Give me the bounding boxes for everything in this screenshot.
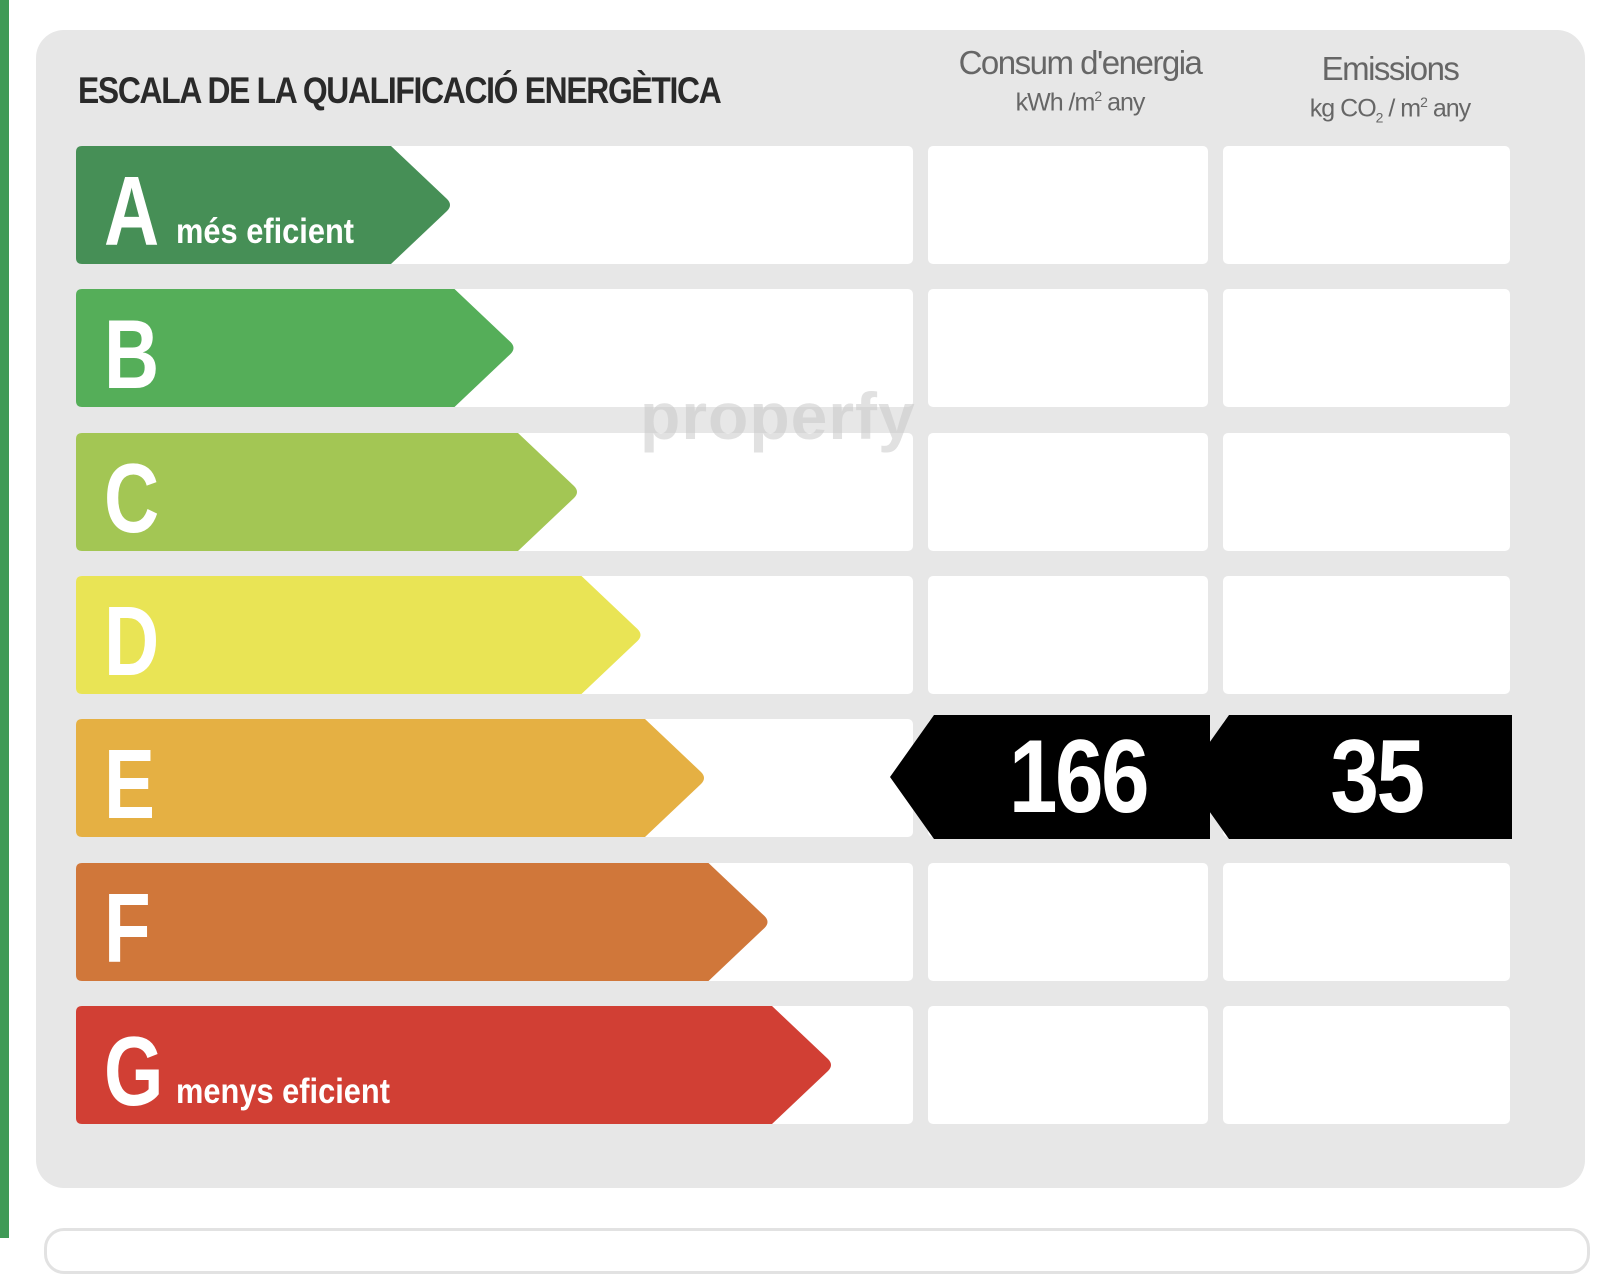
rating-letter-c: C xyxy=(104,443,159,553)
rating-arrow-e xyxy=(76,719,704,837)
emissions-cell-d xyxy=(1223,576,1510,694)
energy-cell-d xyxy=(928,576,1208,694)
rating-bar-f xyxy=(76,863,768,981)
rating-bar-b xyxy=(76,289,514,407)
energy-consumption-indicator-arrow xyxy=(890,715,1210,839)
rating-label-g: menys eficient xyxy=(176,1072,390,1111)
rating-arrow-d xyxy=(76,576,641,694)
rating-letter-f: F xyxy=(104,873,151,983)
energy-column-label: Consum d'energia xyxy=(958,44,1203,81)
rating-letter-g: G xyxy=(104,1016,163,1126)
rating-arrow-g xyxy=(76,1006,831,1124)
left-accent-bar xyxy=(0,0,9,1238)
emissions-cell-b xyxy=(1223,289,1510,407)
rating-letter-b: B xyxy=(104,299,159,409)
energy-cell-g xyxy=(928,1006,1208,1124)
rating-arrow-f xyxy=(76,863,768,981)
rating-letter-d: D xyxy=(104,586,159,696)
rating-label-a: més eficient xyxy=(176,212,355,251)
rating-arrow-a xyxy=(76,146,450,264)
emissions-column-unit: kg CO2 / m2 any xyxy=(1309,94,1471,126)
rating-arrow-c xyxy=(76,433,577,551)
energy-cell-f xyxy=(928,863,1208,981)
rating-bar-a xyxy=(76,146,450,264)
chart-title: ESCALA DE LA QUALIFICACIÓ ENERGÈTICA xyxy=(78,70,722,111)
energy-consumption-value: 166 xyxy=(1008,719,1150,835)
emissions-cell-c xyxy=(1223,433,1510,551)
emissions-indicator-arrow xyxy=(1185,715,1512,839)
emissions-column-header: Emissions kg CO2 / m2 any xyxy=(1240,50,1540,125)
energy-cell-c xyxy=(928,433,1208,551)
emissions-indicator xyxy=(1185,715,1512,839)
emissions-cell-f xyxy=(1223,863,1510,981)
emissions-cell-g xyxy=(1223,1006,1510,1124)
next-panel-edge xyxy=(44,1228,1590,1274)
emissions-column-label: Emissions xyxy=(1321,50,1460,87)
energy-column-unit: kWh /m2 any xyxy=(1015,88,1146,117)
emissions-cell-a xyxy=(1223,146,1510,264)
rating-letter-e: E xyxy=(104,729,155,839)
watermark: properfy xyxy=(640,379,916,453)
rating-bar-e xyxy=(76,719,704,837)
rating-arrow-b xyxy=(76,289,514,407)
emissions-value: 35 xyxy=(1330,719,1425,835)
energy-consumption-indicator xyxy=(890,715,1210,839)
rating-letter-a: A xyxy=(104,156,159,266)
rating-bar-d xyxy=(76,576,641,694)
energy-cell-b xyxy=(928,289,1208,407)
rating-bar-c xyxy=(76,433,577,551)
rating-bar-g xyxy=(76,1006,831,1124)
energy-column-header: Consum d'energia kWh /m2 any xyxy=(940,44,1220,117)
energy-cell-a xyxy=(928,146,1208,264)
